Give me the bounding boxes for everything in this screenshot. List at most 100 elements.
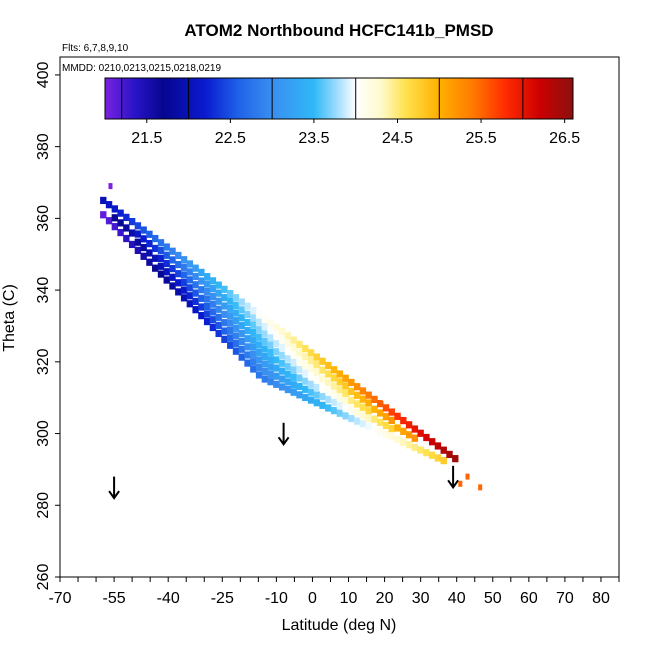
heatmap-cell xyxy=(238,306,245,314)
heatmap-cell xyxy=(365,391,372,399)
heatmap-cell xyxy=(169,264,176,273)
arrow-head xyxy=(277,436,290,447)
heatmap-cell xyxy=(186,300,194,308)
heatmap-cell xyxy=(105,201,113,209)
colorbar-tick-label: 23.5 xyxy=(298,130,329,147)
heatmap-cell xyxy=(227,341,234,349)
heatmap-cell xyxy=(267,326,274,335)
heatmap-cell xyxy=(152,264,159,272)
x-tick-label: 50 xyxy=(484,590,502,607)
heatmap-cell xyxy=(255,311,263,319)
heatmap-cell xyxy=(296,349,303,357)
heatmap-cell xyxy=(192,297,199,305)
heatmap-cell xyxy=(440,456,447,465)
heatmap-cell xyxy=(192,306,199,314)
heatmap-cell xyxy=(365,399,372,407)
arrow-head xyxy=(447,479,459,490)
flights-subtitle: Flts: 6,7,8,9,10 xyxy=(62,43,129,54)
heatmap-cell xyxy=(307,364,315,373)
heatmap-cell xyxy=(400,427,407,435)
heatmap-cell xyxy=(198,303,205,311)
heatmap-cell xyxy=(267,341,274,349)
heatmap-cell xyxy=(250,350,257,358)
y-tick-label: 320 xyxy=(35,348,52,375)
heatmap-cell xyxy=(348,405,355,414)
heatmap-cell xyxy=(452,455,459,463)
heatmap-cell xyxy=(319,401,326,409)
heatmap-cells xyxy=(100,183,483,491)
heatmap-cell xyxy=(342,412,349,420)
colorbar-gradient-bar xyxy=(104,77,574,120)
heatmap-cell xyxy=(284,332,292,340)
heatmap-cell xyxy=(215,321,222,329)
heatmap-cell xyxy=(244,335,251,343)
heatmap-cell xyxy=(232,324,240,332)
colorbar-tick-label: 25.5 xyxy=(466,130,497,147)
heatmap-cell xyxy=(221,285,228,293)
heatmap-cell xyxy=(446,450,453,459)
heatmap-cell xyxy=(313,399,320,407)
heatmap-cell xyxy=(140,226,147,234)
heatmap-cell xyxy=(302,353,309,361)
heatmap-cell xyxy=(140,235,147,243)
heatmap-cell xyxy=(209,300,217,308)
heatmap-cell xyxy=(261,352,269,361)
colorbar-tick-label: 21.5 xyxy=(131,130,162,147)
heatmap-cell xyxy=(215,281,222,289)
heatmap-cell xyxy=(255,341,263,349)
heatmap-cell xyxy=(342,382,349,390)
heatmap-cell xyxy=(255,348,263,356)
heatmap-cell xyxy=(250,358,257,366)
heatmap-cell xyxy=(284,370,292,378)
heatmap-cell xyxy=(157,239,165,247)
heatmap-cell xyxy=(244,351,251,359)
heatmap-cell xyxy=(284,355,292,363)
heatmap-cell xyxy=(123,213,130,221)
heatmap-cell xyxy=(405,441,413,449)
heatmap-cell xyxy=(232,317,240,325)
heatmap-cell xyxy=(232,309,240,317)
heatmap-cell xyxy=(348,387,355,396)
heatmap-cell xyxy=(255,356,263,364)
heatmap-cell xyxy=(255,326,263,334)
heatmap-cell xyxy=(117,219,124,227)
heatmap-cell xyxy=(371,395,378,404)
heatmap-cell xyxy=(111,223,119,231)
heatmap-cell xyxy=(267,378,274,386)
heatmap-cell xyxy=(296,391,303,399)
heatmap-cell xyxy=(221,310,228,318)
heatmap-cell xyxy=(250,314,257,322)
heatmap-cell xyxy=(313,361,320,369)
heatmap-cell xyxy=(325,370,332,378)
heatmap-cell xyxy=(198,286,205,294)
plot-frame xyxy=(59,56,620,578)
heatmap-cell xyxy=(267,334,274,342)
heatmap-cell xyxy=(255,371,263,379)
heatmap-cell xyxy=(278,383,286,391)
heatmap-cell xyxy=(203,310,211,318)
heatmap-cell xyxy=(336,393,344,402)
heatmap-cell xyxy=(221,302,228,310)
heatmap-cell xyxy=(284,378,292,386)
heatmap-cell xyxy=(348,378,355,387)
heatmap-cell xyxy=(302,344,309,353)
heatmap-cell xyxy=(359,403,367,411)
x-tick-label: -40 xyxy=(157,590,180,607)
heatmap-cell xyxy=(405,421,413,429)
heatmap-cell xyxy=(388,425,395,433)
heatmap-cell xyxy=(261,315,269,323)
heatmap-cell xyxy=(296,357,303,365)
heatmap-cell xyxy=(117,209,124,217)
heatmap-cell xyxy=(186,292,194,300)
heatmap-cell xyxy=(100,211,107,219)
heatmap-cell xyxy=(278,375,286,383)
heatmap-cell xyxy=(359,420,367,428)
heatmap-cell xyxy=(353,408,361,417)
heatmap-cell xyxy=(169,256,176,264)
heatmap-cell xyxy=(290,351,297,359)
heatmap-cell xyxy=(313,368,320,376)
heatmap-cell xyxy=(215,313,222,321)
heatmap-cell xyxy=(186,276,194,284)
x-tick-label: 40 xyxy=(448,590,466,607)
heatmap-cell xyxy=(255,318,263,326)
